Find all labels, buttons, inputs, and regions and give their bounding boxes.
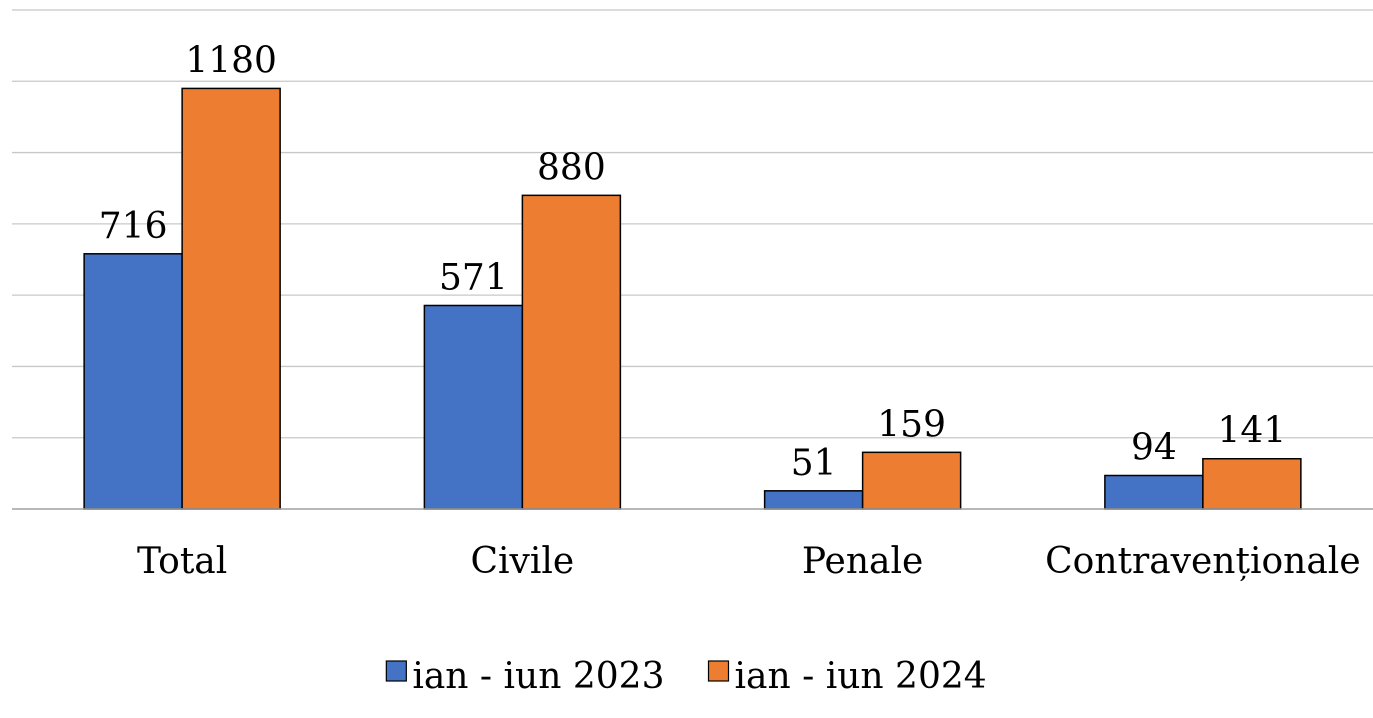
- data-label: 1180: [185, 40, 277, 81]
- legend-label: ian - iun 2023: [412, 656, 664, 697]
- legend-swatch: [707, 660, 730, 682]
- bar-penale-1: [861, 451, 962, 510]
- bar-contravenționale-1: [1202, 457, 1302, 510]
- data-label: 51: [791, 443, 837, 484]
- bar-civile-0: [423, 304, 524, 510]
- category-label: Penale: [802, 541, 923, 582]
- bar-total-0: [83, 253, 183, 510]
- data-label: 159: [877, 404, 946, 445]
- bar-contravenționale-0: [1104, 474, 1204, 510]
- bars: [83, 87, 1302, 510]
- data-label: 141: [1218, 411, 1287, 452]
- category-labels: Total Civile Penale Contravenționale: [137, 541, 1361, 582]
- data-label: 880: [537, 147, 606, 188]
- bar-penale-0: [763, 490, 864, 510]
- category-label: Total: [137, 541, 227, 582]
- data-label: 571: [439, 257, 508, 298]
- bar-civile-1: [521, 194, 622, 510]
- legend-label: ian - iun 2024: [735, 656, 987, 697]
- category-label: Civile: [471, 541, 575, 582]
- category-label: Contravenționale: [1045, 541, 1361, 582]
- legend-swatch: [385, 660, 407, 682]
- data-label: 94: [1131, 427, 1177, 468]
- data-labels: 716 1180 571 880 51 159 94 141: [99, 40, 1286, 483]
- data-label: 716: [99, 206, 168, 247]
- legend: ian - iun 2023 ian - iun 2024: [385, 656, 987, 697]
- bar-total-1: [181, 87, 281, 510]
